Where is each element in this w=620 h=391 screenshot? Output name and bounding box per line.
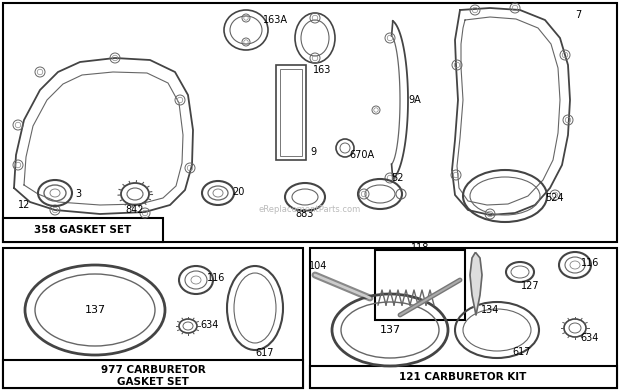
Text: GASKET SET: GASKET SET: [117, 377, 189, 387]
Text: 116: 116: [207, 273, 225, 283]
Text: 104: 104: [309, 261, 327, 271]
Text: 121 CARBURETOR KIT: 121 CARBURETOR KIT: [399, 372, 526, 382]
Text: eReplacementParts.com: eReplacementParts.com: [259, 206, 361, 215]
Text: 163A: 163A: [262, 15, 288, 25]
Bar: [3, 248, 303, 388]
Text: 20: 20: [232, 187, 244, 197]
Text: 977 CARBURETOR: 977 CARBURETOR: [100, 365, 205, 375]
Text: 634: 634: [201, 320, 219, 330]
Bar: [3, 3, 617, 242]
Bar: [276, 65, 306, 160]
Text: 9A: 9A: [409, 95, 422, 105]
Text: 134: 134: [481, 305, 499, 315]
Text: 9: 9: [310, 147, 316, 157]
Text: 137: 137: [379, 325, 401, 335]
Bar: [375, 250, 465, 320]
Text: 163: 163: [313, 65, 331, 75]
Text: 670A: 670A: [350, 150, 374, 160]
Text: 617: 617: [513, 347, 531, 357]
Polygon shape: [470, 253, 482, 315]
Text: 127: 127: [521, 281, 539, 291]
Bar: [280, 69, 302, 156]
Text: 524: 524: [546, 193, 564, 203]
Bar: [310, 366, 617, 388]
Text: 358 GASKET SET: 358 GASKET SET: [34, 225, 131, 235]
Text: 883: 883: [296, 209, 314, 219]
Text: 116: 116: [581, 258, 599, 268]
Text: 634: 634: [581, 333, 599, 343]
Text: 617: 617: [255, 348, 274, 358]
Bar: [3, 218, 163, 242]
Bar: [3, 360, 303, 388]
Text: 7: 7: [575, 10, 581, 20]
Text: 137: 137: [84, 305, 105, 315]
Text: 12: 12: [18, 200, 30, 210]
Text: 3: 3: [75, 189, 81, 199]
Text: 118: 118: [411, 243, 429, 253]
Text: 52: 52: [391, 173, 403, 183]
Bar: [310, 248, 617, 388]
Text: 842: 842: [126, 205, 144, 215]
